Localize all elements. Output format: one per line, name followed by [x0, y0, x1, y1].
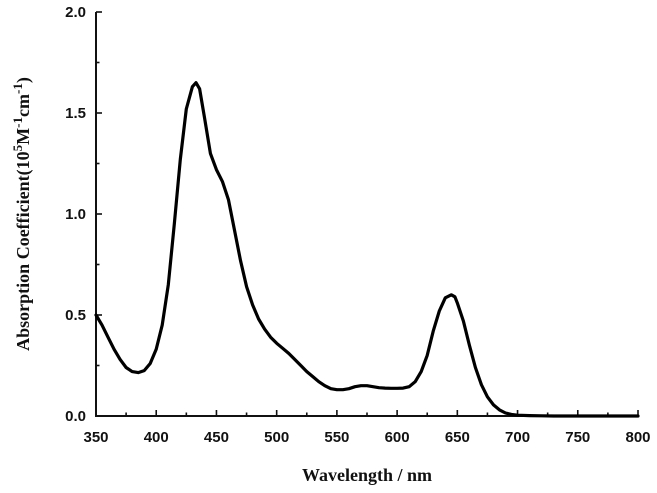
x-tick-label: 750	[565, 429, 590, 446]
x-tick-label: 700	[505, 429, 530, 446]
y-tick-label: 0.5	[65, 307, 86, 324]
y-axis-title-suffix: )	[13, 77, 34, 83]
x-tick-label: 350	[83, 429, 108, 446]
x-tick-label: 400	[144, 429, 169, 446]
y-tick-label: 0.0	[65, 408, 86, 425]
x-tick-label: 800	[625, 429, 650, 446]
x-tick-label: 450	[204, 429, 229, 446]
y-tick-label: 1.0	[65, 206, 86, 223]
axis-lines	[96, 12, 638, 416]
x-tick-label: 650	[445, 429, 470, 446]
y-tick-label: 1.5	[65, 105, 86, 122]
y-axis-title-sup3: -1	[10, 83, 25, 94]
series-line	[96, 83, 638, 416]
y-axis-title-mid2: cm	[13, 94, 33, 117]
x-tick-label: 600	[385, 429, 410, 446]
x-tick-label: 550	[324, 429, 349, 446]
y-axis-title: Absorption Coefficient(105M-1cm-1)	[10, 77, 34, 351]
x-tick-label: 500	[264, 429, 289, 446]
y-axis-title-text: Absorption Coefficient(105M-1cm-1)	[10, 77, 34, 351]
y-axis-title-sup2: -1	[10, 117, 25, 128]
x-axis-title: Wavelength / nm	[302, 465, 432, 485]
y-axis-title-prefix: Absorption Coefficient(10	[13, 151, 34, 350]
y-axis-title-mid1: M	[13, 128, 33, 145]
y-tick-label: 2.0	[65, 4, 86, 21]
